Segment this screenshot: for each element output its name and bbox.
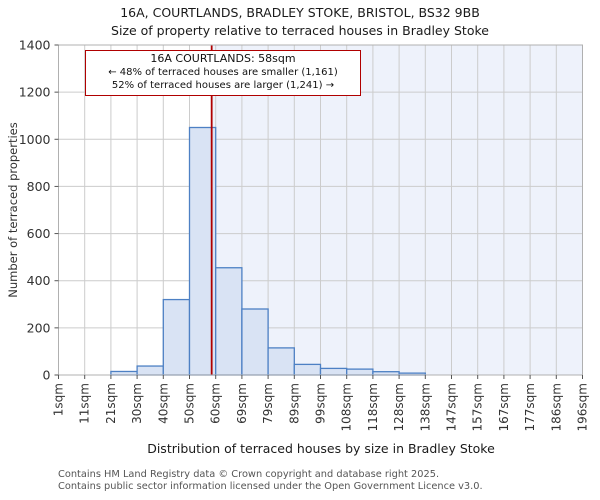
chart-subtitle: Size of property relative to terraced ho… (111, 23, 489, 38)
histogram-bar (267, 347, 295, 376)
footer-line-1: Contains HM Land Registry data © Crown c… (58, 469, 440, 480)
y-tick-label: 800 (27, 179, 51, 194)
x-tick-label: 60sqm (209, 383, 223, 424)
footer: Contains HM Land Registry data © Crown c… (58, 469, 598, 492)
y-tick-label: 200 (27, 320, 51, 335)
x-tick-label: 118sqm (366, 383, 380, 431)
histogram-bar (293, 363, 322, 376)
x-tick-label: 177sqm (523, 383, 537, 431)
x-tick-label: 128sqm (392, 383, 406, 431)
footer-line-2: Contains public sector information licen… (58, 480, 483, 492)
x-tick-label: 69sqm (235, 383, 249, 424)
y-tick-label: 0 (43, 368, 51, 383)
x-tick-label: 138sqm (418, 383, 432, 431)
y-axis-title: Number of terraced properties (6, 122, 20, 298)
x-tick-label: 79sqm (261, 383, 275, 424)
x-tick-label: 30sqm (130, 383, 144, 424)
histogram-bar (319, 367, 348, 376)
x-tick-label: 186sqm (549, 383, 563, 431)
histogram-bar (241, 308, 269, 376)
histogram-bar (162, 298, 191, 376)
x-tick-label: 50sqm (183, 383, 197, 424)
x-tick-label: 99sqm (314, 383, 328, 424)
x-tick-label: 11sqm (78, 383, 92, 424)
y-tick-label: 400 (27, 273, 51, 288)
shade-region-larger (211, 45, 583, 375)
x-tick-label: 40sqm (156, 383, 170, 424)
chart-title: 16A, COURTLANDS, BRADLEY STOKE, BRISTOL,… (120, 5, 480, 20)
x-tick-label: 89sqm (287, 383, 301, 424)
annotation-property-size: 16A COURTLANDS: 58sqm (150, 52, 296, 65)
x-tick-label: 167sqm (497, 383, 511, 431)
x-tick-label: 147sqm (445, 383, 459, 431)
x-tick-label: 196sqm (576, 383, 590, 431)
x-tick-label: 108sqm (340, 383, 354, 431)
marker-annotation-box: 16A COURTLANDS: 58sqm ← 48% of terraced … (85, 50, 361, 96)
histogram-bar (346, 368, 374, 376)
x-tick-label: 157sqm (471, 383, 485, 431)
histogram-bar (110, 370, 138, 376)
x-axis-title: Distribution of terraced houses by size … (147, 441, 495, 456)
y-tick-label: 1400 (19, 38, 51, 53)
annotation-larger-share: 52% of terraced houses are larger (1,241… (111, 80, 335, 91)
y-tick-label: 1000 (19, 132, 51, 147)
x-tick-label: 1sqm (52, 383, 66, 416)
annotation-smaller-share: ← 48% of terraced houses are smaller (1,… (108, 67, 338, 78)
histogram-bar (136, 365, 164, 376)
x-tick-label: 21sqm (104, 383, 118, 424)
histogram-bar (215, 267, 243, 376)
y-tick-label: 1200 (19, 85, 51, 100)
y-tick-label: 600 (27, 226, 51, 241)
